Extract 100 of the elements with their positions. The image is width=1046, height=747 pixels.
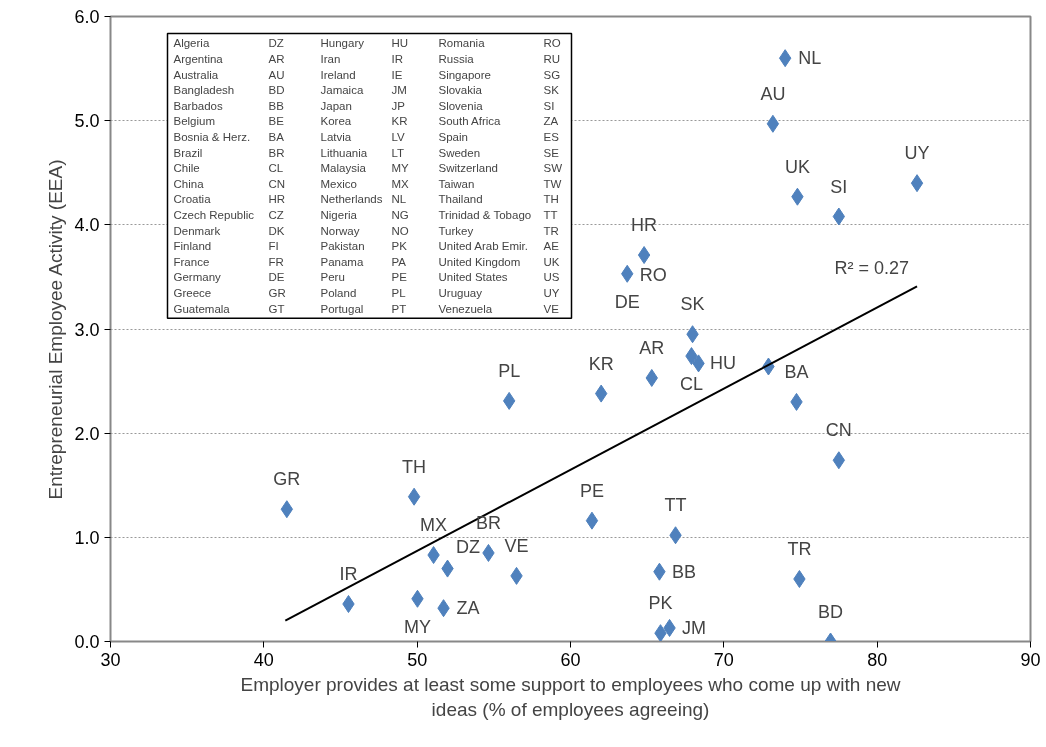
annotation: SG <box>543 68 561 81</box>
annotation: Netherlands <box>320 193 383 206</box>
annotation: United Kingdom <box>438 255 521 268</box>
annotation: IR <box>339 564 358 584</box>
annotation: Turkey <box>438 224 474 237</box>
annotation: Uruguay <box>438 286 483 299</box>
annotation: Croatia <box>173 193 212 206</box>
annotation: AR <box>639 337 665 358</box>
annotation: TT <box>664 495 687 516</box>
annotation: Lithuania <box>320 146 368 159</box>
point <box>637 246 651 265</box>
annotation: France <box>173 255 210 268</box>
annotation: TR <box>787 539 812 559</box>
annotation: Singapore <box>438 68 491 81</box>
annotation: Portugal <box>320 302 364 315</box>
annotation: NG <box>391 208 409 221</box>
y-tick-label: 5.0 <box>74 111 100 132</box>
annotation: United States <box>438 271 508 284</box>
annotation: PT <box>391 302 407 315</box>
y-tick-label: 1.0 <box>74 527 100 548</box>
annotation: PK <box>391 240 408 253</box>
annotation: Iran <box>320 52 341 65</box>
annotation: BR <box>475 512 501 533</box>
annotation: BB <box>671 561 696 582</box>
annotation: Trinidad & Tobago <box>438 208 532 221</box>
annotation: MX <box>420 515 448 536</box>
annotation: Poland <box>320 286 357 299</box>
annotation: Brazil <box>173 146 203 159</box>
annotation: AE <box>543 240 560 253</box>
annotation: DZ <box>456 536 481 557</box>
x-axis-title: Employer provides at least some support to employees who come up with new ideas (% of employees agreeing) <box>240 673 901 720</box>
annotation: Spain <box>438 130 468 143</box>
annotation: KR <box>391 115 408 128</box>
annotation: SI <box>830 176 848 197</box>
annotation: TH <box>543 193 559 206</box>
y-tick-label: 6.0 <box>74 7 100 27</box>
annotation: BR <box>268 146 285 159</box>
annotation: Switzerland <box>438 162 498 175</box>
annotation: HU <box>391 37 409 50</box>
annotation: CL <box>679 374 703 395</box>
annotation: SE <box>543 146 560 159</box>
annotation: Venezuela <box>438 302 493 315</box>
annotation: UY <box>543 286 560 299</box>
annotation: AR <box>268 52 285 65</box>
x-tick-label: 70 <box>713 649 734 670</box>
annotation: TR <box>543 224 559 237</box>
annotation: Nigeria <box>320 208 358 221</box>
annotation: ZA <box>456 598 480 619</box>
annotation: Germany <box>173 271 222 284</box>
point <box>342 595 355 613</box>
annotation: Panama <box>320 255 364 268</box>
annotation: South Africa <box>438 115 502 128</box>
annotation: MY <box>403 616 431 637</box>
annotation: VE <box>504 535 529 556</box>
annotation: Russia <box>438 52 475 65</box>
annotation: Peru <box>320 271 345 284</box>
annotation: GT <box>268 302 285 315</box>
annotation: JP <box>391 99 406 112</box>
annotation: DE <box>268 271 285 284</box>
annotation: Malaysia <box>320 162 367 175</box>
annotation: Greece <box>173 286 212 299</box>
annotation: TH <box>402 456 427 477</box>
annotation: R² = 0.27 <box>834 258 910 279</box>
annotation: UK <box>784 156 810 177</box>
annotation: PL <box>498 360 521 381</box>
annotation: Slovenia <box>438 99 484 112</box>
annotation: Ireland <box>320 68 356 81</box>
annotation: Finland <box>173 240 212 253</box>
y-axis-title: Entrepreneurial Employee Activity (EEA) <box>45 159 67 500</box>
annotation: MY <box>391 162 410 175</box>
annotation: BA <box>268 130 285 143</box>
point <box>910 174 924 193</box>
x-tick-label: 40 <box>253 649 274 670</box>
annotation: CL <box>268 162 284 175</box>
annotation: JM <box>682 617 707 638</box>
annotation: Thailand <box>438 193 483 206</box>
annotation: DZ <box>268 37 284 50</box>
y-tick-label: 3.0 <box>74 319 100 340</box>
annotation: Argentina <box>173 52 224 65</box>
annotation: LT <box>391 146 405 159</box>
annotation: HR <box>631 215 658 236</box>
annotation: AU <box>268 68 285 81</box>
annotation: ES <box>543 130 560 143</box>
annotation: CZ <box>268 208 284 221</box>
annotation: MX <box>391 177 410 190</box>
annotation: PE <box>391 271 408 284</box>
annotation: Hungary <box>320 37 365 50</box>
annotation: RO <box>639 264 667 285</box>
annotation: PK <box>648 593 673 614</box>
annotation: PL <box>391 286 407 299</box>
annotation: Jamaica <box>320 84 364 97</box>
annotation: DK <box>268 224 285 237</box>
annotation: US <box>543 271 560 284</box>
annotation: BD <box>268 84 285 97</box>
annotation: SK <box>543 84 560 97</box>
annotation: RU <box>543 52 561 65</box>
annotation: HR <box>268 193 286 206</box>
annotation: Slovakia <box>438 84 483 97</box>
annotation: HU <box>710 353 737 374</box>
x-tick-label: 50 <box>407 649 428 670</box>
